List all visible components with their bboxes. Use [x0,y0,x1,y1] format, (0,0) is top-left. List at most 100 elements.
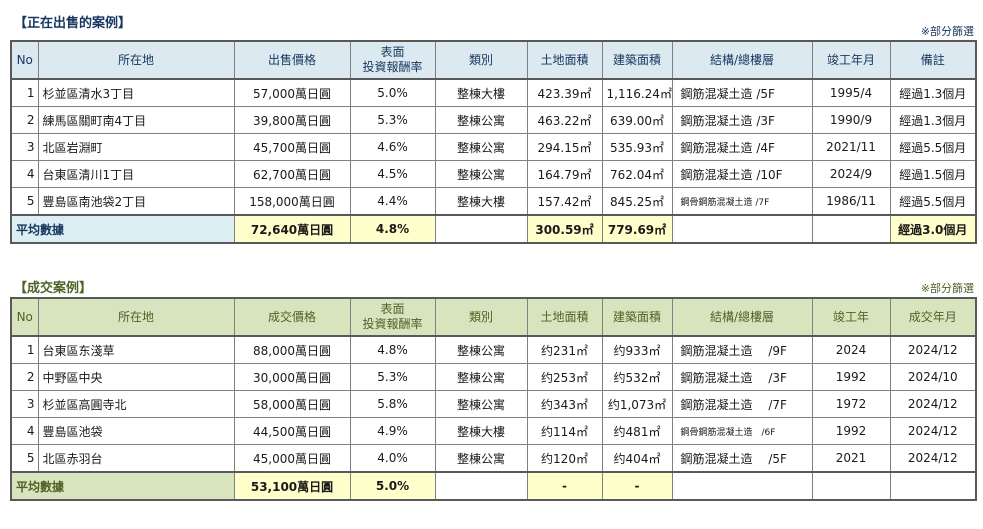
average-cell-building-area: 779.69㎡ [601,214,673,244]
cell-land-area: 423.39㎡ [526,78,603,107]
table-row: 1 台東區东淺草 88,000萬日圓 4.8% 整棟公寓 约231㎡ 约933㎡ 鋼筋混凝土造… [10,335,977,364]
header-row: No 所在地 成交價格 表面 投資報酬率 類別 土地面積 建築面積 結構/總樓層 … [10,297,977,337]
sold-table-title: 【成交案例】 [14,281,93,296]
average-cell-last: 經過3.0個月 [889,214,977,244]
cell-price: 88,000萬日圓 [233,335,351,364]
cell-location: 杉並區高圓寺北 [37,390,235,418]
cell-location: 豐島區南池袋2丁目 [37,187,235,216]
sold-filter-note: ※部分篩選 [920,282,974,295]
cell-structure: 鋼筋混凝土造 /5F [671,78,813,107]
cell-completion: 1992 [811,363,891,391]
cell-no: 1 [10,78,39,107]
average-label: 平均數據 [10,471,235,501]
average-cell-yield: 4.8% [349,214,436,244]
average-cell-category [434,214,528,244]
cell-no: 2 [10,106,39,134]
table-row: 3 北區岩淵町 45,700萬日圓 4.6% 整棟公寓 294.15㎡ 535.93㎡ 鋼筋混… [10,133,977,161]
cell-price: 57,000萬日圓 [233,78,351,107]
cell-category: 整棟公寓 [434,335,528,364]
cell-no: 5 [10,444,39,473]
header-row: No 所在地 出售價格 表面 投資報酬率 類別 土地面積 建築面積 結構/總樓層 … [10,40,977,80]
cell-building-area: 约532㎡ [601,363,673,391]
col-header-building: 建築面積 [601,297,673,337]
cell-building-area: 1,116.24㎡ [601,78,673,107]
for-sale-table: No 所在地 出售價格 表面 投資報酬率 類別 土地面積 建築面積 結構/總樓層 … [10,40,977,244]
col-header-price: 成交價格 [233,297,351,337]
average-cell-yield: 5.0% [349,471,436,501]
table-row: 1 杉並區清水3丁目 57,000萬日圓 5.0% 整棟大樓 423.39㎡ 1,116.2… [10,78,977,107]
cell-completion: 1986/11 [811,187,891,216]
cell-price: 158,000萬日圓 [233,187,351,216]
cell-category: 整棟大樓 [434,78,528,107]
col-header-no: No [10,297,39,337]
col-header-completion: 竣工年月 [811,40,891,80]
cell-structure: 鋼筋混凝土造 /9F [671,335,813,364]
cell-land-area: 约114㎡ [526,417,603,445]
cell-building-area: 约1,073㎡ [601,390,673,418]
table-row: 2 練馬區關町南4丁目 39,800萬日圓 5.3% 整棟公寓 463.22㎡ 639.00… [10,106,977,134]
cell-last: 經過1.3個月 [889,78,977,107]
col-header-land: 土地面積 [526,297,603,337]
cell-price: 44,500萬日圓 [233,417,351,445]
col-header-price: 出售價格 [233,40,351,80]
cell-no: 1 [10,335,39,364]
average-cell-category [434,471,528,501]
for-sale-table-title: 【正在出售的案例】 [14,16,132,31]
cell-completion: 2024 [811,335,891,364]
average-cell-structure [671,471,813,501]
cell-building-area: 约404㎡ [601,444,673,473]
average-cell-structure [671,214,813,244]
cell-category: 整棟公寓 [434,444,528,473]
cell-price: 45,700萬日圓 [233,133,351,161]
cell-no: 2 [10,363,39,391]
table-row: 3 杉並區高圓寺北 58,000萬日圓 5.8% 整棟公寓 约343㎡ 约1,073㎡ 鋼筋混… [10,390,977,418]
cell-land-area: 463.22㎡ [526,106,603,134]
col-header-remark: 備註 [889,40,977,80]
cell-structure: 鋼筋混凝土造 /10F [671,160,813,188]
cell-location: 杉並區清水3丁目 [37,78,235,107]
cell-land-area: 约120㎡ [526,444,603,473]
average-row: 平均數據 53,100萬日圓 5.0% - - [10,471,977,501]
col-header-building: 建築面積 [601,40,673,80]
cell-last: 經過1.5個月 [889,160,977,188]
cell-category: 整棟公寓 [434,133,528,161]
average-cell-completion [811,471,891,501]
table-row: 4 豐島區池袋 44,500萬日圓 4.9% 整棟大樓 约114㎡ 约481㎡ 鋼骨鋼筋混凝土… [10,417,977,445]
cell-land-area: 157.42㎡ [526,187,603,216]
cell-building-area: 约481㎡ [601,417,673,445]
cell-yield: 4.5% [349,160,436,188]
cell-category: 整棟大樓 [434,417,528,445]
cell-yield: 4.8% [349,335,436,364]
cell-location: 北區赤羽台 [37,444,235,473]
cell-price: 39,800萬日圓 [233,106,351,134]
cell-land-area: 164.79㎡ [526,160,603,188]
cell-yield: 4.6% [349,133,436,161]
col-header-no: No [10,40,39,80]
average-cell-price: 53,100萬日圓 [233,471,351,501]
table-row: 4 台東區清川1丁目 62,700萬日圓 4.5% 整棟公寓 164.79㎡ 762.04㎡… [10,160,977,188]
cell-last: 2024/12 [889,417,977,445]
average-row: 平均數據 72,640萬日圓 4.8% 300.59㎡ 779.69㎡ 經過3.0個月 [10,214,977,244]
cell-yield: 4.4% [349,187,436,216]
cell-structure: 鋼筋混凝土造 /4F [671,133,813,161]
cell-price: 30,000萬日圓 [233,363,351,391]
cell-land-area: 约231㎡ [526,335,603,364]
cell-structure: 鋼筋混凝土造 /3F [671,106,813,134]
cell-yield: 4.9% [349,417,436,445]
cell-completion: 2021 [811,444,891,473]
table-row: 2 中野區中央 30,000萬日圓 5.3% 整棟公寓 约253㎡ 约532㎡ 鋼筋混凝土造 … [10,363,977,391]
cell-category: 整棟大樓 [434,187,528,216]
cell-price: 58,000萬日圓 [233,390,351,418]
cell-yield: 5.0% [349,78,436,107]
average-cell-land-area: - [526,471,603,501]
cell-completion: 1990/9 [811,106,891,134]
col-header-land: 土地面積 [526,40,603,80]
cell-last: 2024/12 [889,390,977,418]
cell-building-area: 约933㎡ [601,335,673,364]
cell-yield: 5.3% [349,363,436,391]
cell-structure: 鋼骨鋼筋混凝土造 /6F [671,417,813,445]
cell-structure: 鋼筋混凝土造 /3F [671,363,813,391]
cell-completion: 1995/4 [811,78,891,107]
cell-land-area: 约343㎡ [526,390,603,418]
cell-no: 3 [10,133,39,161]
